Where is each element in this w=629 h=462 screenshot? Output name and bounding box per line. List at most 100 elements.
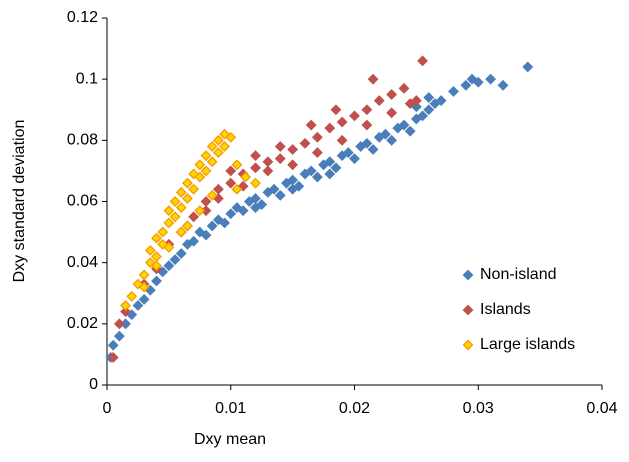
legend-label: Non-island (480, 266, 556, 283)
y-tick-label: 0.02 (67, 315, 98, 332)
point (113, 330, 125, 342)
point (219, 141, 230, 152)
point (182, 193, 193, 204)
point (324, 122, 336, 134)
point (522, 61, 534, 73)
point (324, 168, 336, 180)
point (194, 205, 206, 217)
point (206, 156, 218, 168)
point (225, 165, 237, 177)
point (206, 189, 218, 201)
point (423, 104, 435, 116)
point (274, 153, 286, 165)
point (188, 235, 200, 247)
y-tick-label: 0.08 (67, 132, 98, 149)
point (330, 162, 342, 174)
point (262, 156, 274, 168)
point (225, 177, 237, 189)
point (194, 159, 206, 171)
point (225, 131, 237, 143)
point (349, 110, 360, 122)
point (404, 98, 416, 110)
legend-label: Large islands (480, 336, 575, 353)
point (237, 205, 249, 217)
point (175, 248, 187, 259)
point (240, 171, 252, 183)
point (311, 147, 323, 158)
point (472, 76, 484, 88)
y-tick-label: 0.06 (67, 193, 98, 210)
y-axis-label: Dxy standard deviation (11, 120, 28, 283)
point (169, 211, 181, 223)
point (163, 260, 175, 272)
point (386, 107, 398, 119)
point (138, 293, 150, 305)
x-tick-label: 0 (103, 400, 112, 417)
point (361, 137, 373, 149)
legend-label: Islands (480, 301, 531, 318)
point (206, 220, 218, 232)
legend-marker (462, 339, 474, 351)
point (262, 165, 274, 177)
point (336, 116, 348, 128)
point (250, 177, 261, 189)
point (274, 189, 286, 201)
point (200, 150, 212, 162)
point (367, 144, 379, 155)
point (299, 137, 311, 149)
point (417, 110, 428, 122)
point (305, 119, 317, 131)
point (120, 300, 131, 311)
point (361, 104, 373, 116)
point (212, 147, 224, 158)
point (460, 79, 472, 91)
y-tick-label: 0.12 (67, 9, 98, 26)
point (324, 156, 336, 168)
point (373, 95, 385, 106)
point (250, 162, 261, 174)
point (163, 217, 175, 229)
point (175, 226, 187, 238)
x-tick-label: 0.04 (586, 400, 617, 417)
point (231, 159, 243, 171)
point (163, 241, 175, 253)
point (231, 183, 243, 195)
point (200, 229, 212, 241)
point (274, 141, 286, 152)
y-tick-label: 0 (89, 376, 98, 393)
point (305, 165, 317, 177)
point (404, 125, 416, 137)
point (113, 318, 125, 330)
point (151, 275, 162, 287)
point (225, 208, 237, 220)
point (182, 220, 193, 232)
point (219, 217, 230, 229)
point (417, 55, 428, 67)
point (151, 260, 162, 272)
point (386, 89, 398, 100)
point (311, 171, 323, 183)
y-tick-label: 0.1 (76, 70, 98, 87)
point (107, 352, 119, 363)
point (448, 85, 459, 97)
point (497, 79, 509, 91)
point (336, 134, 348, 146)
point (485, 73, 497, 85)
point (423, 92, 435, 103)
point (200, 196, 212, 207)
point (349, 153, 360, 165)
point (287, 159, 299, 171)
point (287, 144, 299, 155)
point (206, 141, 218, 152)
point (200, 165, 212, 177)
point (175, 186, 187, 198)
point (398, 82, 410, 94)
point (163, 205, 175, 217)
point (212, 134, 224, 146)
point (151, 232, 162, 244)
point (367, 73, 379, 85)
point (250, 150, 261, 162)
point (194, 171, 206, 183)
